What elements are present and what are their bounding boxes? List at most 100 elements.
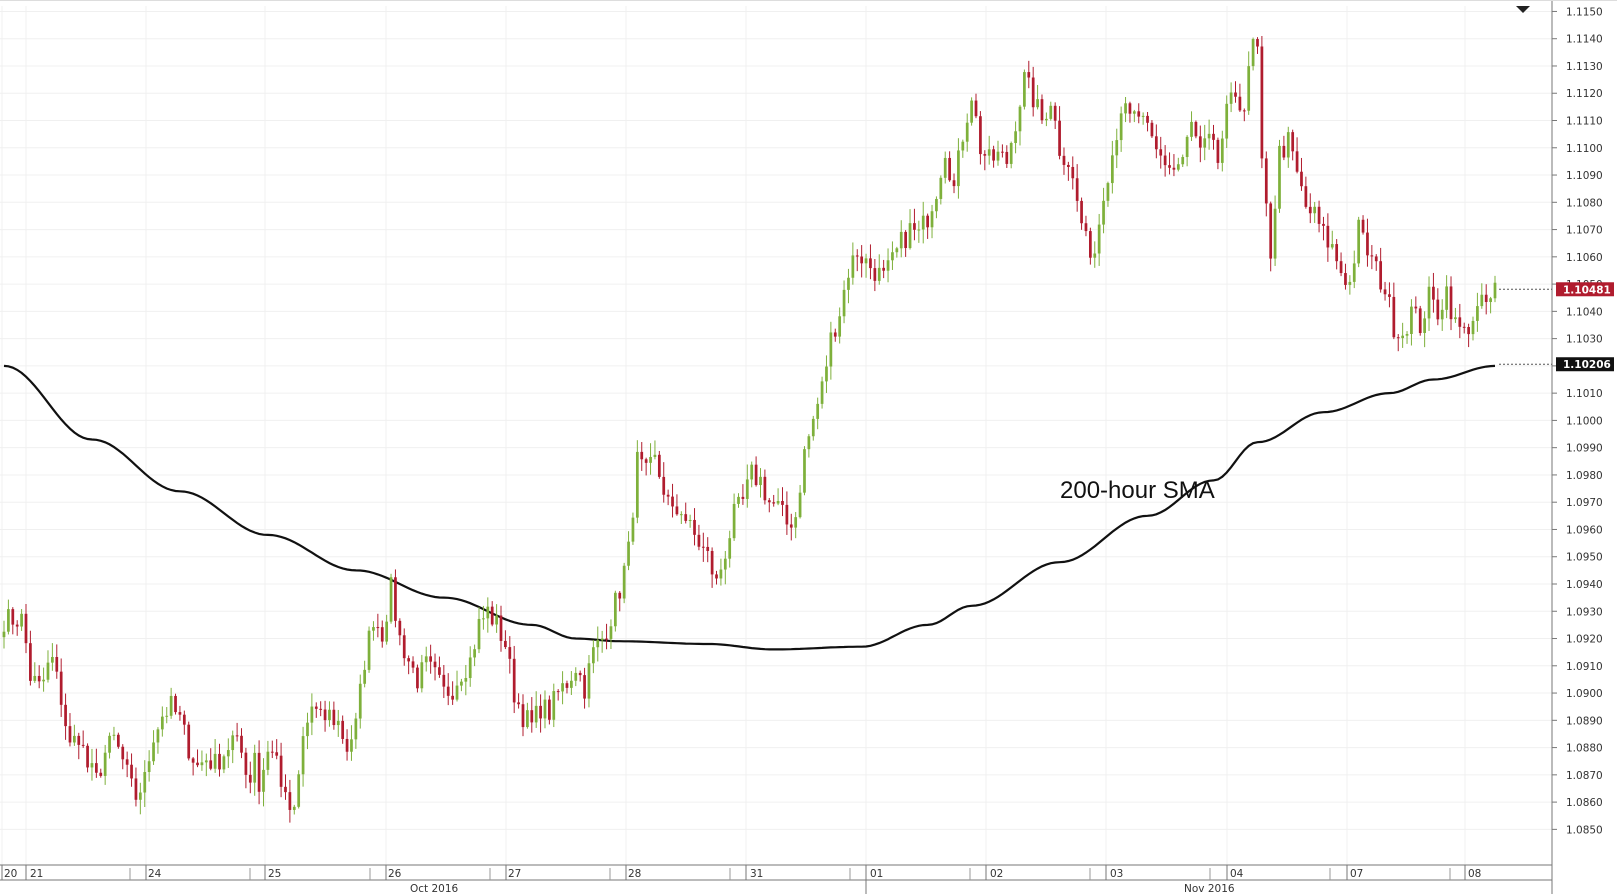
candle-body xyxy=(957,150,960,187)
candle xyxy=(86,743,89,773)
candle-body xyxy=(292,806,296,810)
candle-body xyxy=(899,231,903,249)
candle-body xyxy=(152,742,155,762)
candle-body xyxy=(134,778,138,800)
candle xyxy=(473,644,476,667)
candle xyxy=(701,532,705,562)
candle-body xyxy=(1339,261,1343,274)
candle xyxy=(1234,81,1237,103)
candle xyxy=(1300,157,1303,191)
candle xyxy=(314,702,318,718)
candle xyxy=(174,693,177,715)
candle xyxy=(191,757,195,776)
candle-body xyxy=(1317,206,1321,224)
candle-body xyxy=(750,464,754,480)
candle-body xyxy=(1374,256,1378,262)
candle-body xyxy=(42,679,45,682)
candle-body xyxy=(420,662,424,689)
candle-body xyxy=(1458,317,1462,327)
candle xyxy=(1185,135,1189,167)
candle xyxy=(653,440,657,460)
candle xyxy=(116,732,120,749)
candle-body xyxy=(99,772,103,776)
candle xyxy=(1009,141,1013,169)
candle xyxy=(979,111,982,165)
candle xyxy=(574,667,578,687)
candle-body xyxy=(838,316,842,337)
candle-body xyxy=(248,774,252,783)
candle xyxy=(55,644,59,679)
candle xyxy=(565,680,569,694)
candle-body xyxy=(1330,244,1334,248)
candle-body xyxy=(789,524,793,528)
candle-body xyxy=(908,223,912,249)
candle-body xyxy=(187,724,191,759)
x-day-label: 03 xyxy=(1110,868,1123,880)
candle-body xyxy=(55,656,59,672)
x-day-label: 28 xyxy=(628,868,641,880)
candle xyxy=(1075,164,1079,212)
candle xyxy=(1027,60,1031,89)
candle-body xyxy=(697,534,701,547)
candle xyxy=(1278,139,1281,213)
candle-body xyxy=(609,626,613,640)
candle-body xyxy=(1379,261,1383,290)
candle xyxy=(152,730,155,765)
candle xyxy=(1260,35,1264,169)
candle xyxy=(1432,272,1435,313)
chevron-down-icon[interactable] xyxy=(1516,6,1530,13)
candle-body xyxy=(486,606,490,619)
candle-body xyxy=(235,735,239,737)
candle xyxy=(429,644,432,674)
candle xyxy=(745,464,749,508)
candle xyxy=(42,667,45,692)
candle-body xyxy=(73,735,76,743)
candle-body xyxy=(51,656,54,663)
candle xyxy=(1410,299,1413,346)
candle-body xyxy=(1185,136,1189,158)
candle-body xyxy=(1440,309,1444,320)
candle xyxy=(1344,263,1347,290)
candle xyxy=(539,694,542,733)
candle-body xyxy=(741,496,745,499)
candle xyxy=(1163,145,1167,177)
candle-body xyxy=(1480,294,1484,307)
candle-body xyxy=(644,459,648,463)
candle-body xyxy=(1418,308,1422,334)
candle-body xyxy=(605,638,608,640)
candle xyxy=(1454,307,1457,323)
candle-body xyxy=(389,577,393,622)
candle xyxy=(367,626,371,673)
last-price-tag-box xyxy=(1556,282,1614,297)
candle-body xyxy=(169,695,173,716)
candle-body xyxy=(649,456,652,463)
candle-body xyxy=(1150,122,1154,137)
candle-body xyxy=(1031,77,1035,108)
candle-body xyxy=(438,667,441,675)
candle xyxy=(785,491,789,535)
candle-body xyxy=(1493,282,1497,299)
candle xyxy=(297,770,301,809)
candle-body xyxy=(732,503,736,539)
candle-body xyxy=(103,752,107,776)
candle xyxy=(279,742,283,798)
candle xyxy=(1229,82,1233,113)
candle xyxy=(913,208,916,241)
candle xyxy=(772,494,776,507)
sma-tag-box xyxy=(1556,357,1614,372)
candle-body xyxy=(358,683,362,719)
candle xyxy=(248,761,252,794)
candle xyxy=(460,678,463,692)
candle-body xyxy=(1313,206,1317,214)
candle-body xyxy=(226,750,230,757)
candle xyxy=(204,753,208,777)
candle xyxy=(398,618,402,646)
candle xyxy=(1366,218,1369,267)
candle xyxy=(1225,95,1229,148)
candle-body xyxy=(754,464,758,486)
candle xyxy=(1146,111,1149,132)
candle-body xyxy=(165,715,169,717)
candle-body xyxy=(270,751,274,753)
